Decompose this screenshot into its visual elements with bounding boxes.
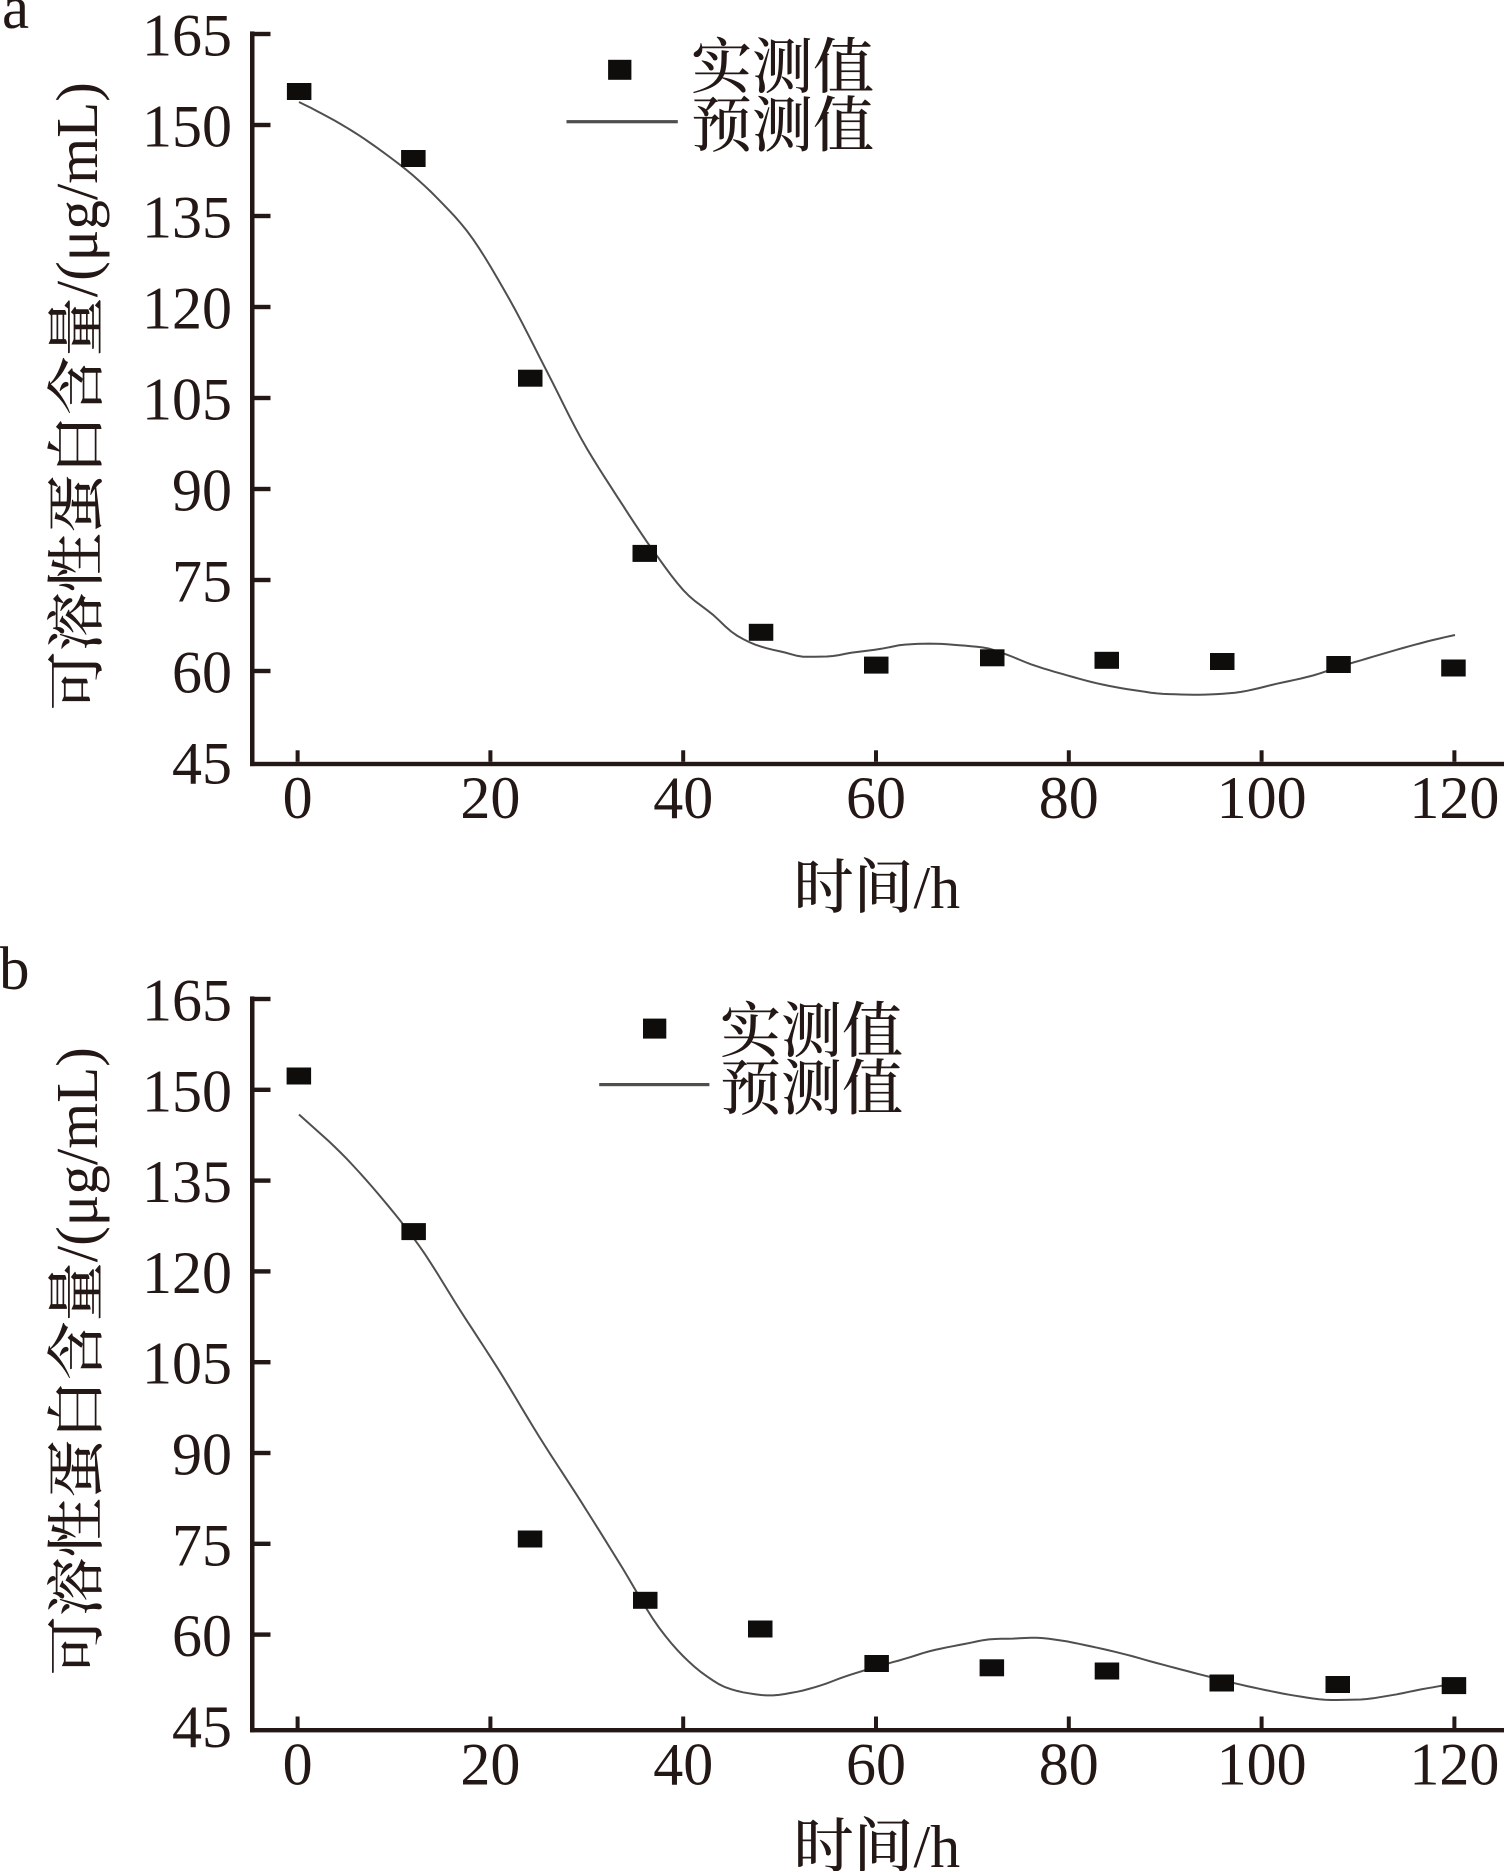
svg-text:75: 75 bbox=[172, 1512, 232, 1578]
svg-text:/h: /h bbox=[914, 855, 961, 921]
svg-text:60: 60 bbox=[846, 1732, 906, 1798]
svg-text:90: 90 bbox=[172, 458, 232, 524]
svg-text:105: 105 bbox=[142, 1331, 232, 1397]
svg-text:20: 20 bbox=[460, 765, 520, 831]
svg-text:120: 120 bbox=[1409, 765, 1499, 831]
svg-text:100: 100 bbox=[1217, 1732, 1307, 1798]
svg-text:150: 150 bbox=[142, 94, 232, 160]
svg-text:120: 120 bbox=[142, 1240, 232, 1306]
svg-text:105: 105 bbox=[142, 367, 232, 433]
svg-text:135: 135 bbox=[142, 185, 232, 251]
svg-text:165: 165 bbox=[142, 3, 232, 69]
svg-text:165: 165 bbox=[142, 968, 232, 1034]
svg-text:100: 100 bbox=[1217, 765, 1307, 831]
svg-text:90: 90 bbox=[172, 1422, 232, 1488]
svg-text:60: 60 bbox=[846, 765, 906, 831]
svg-text:40: 40 bbox=[653, 1732, 713, 1798]
svg-text:120: 120 bbox=[1409, 1732, 1499, 1798]
svg-text:45: 45 bbox=[172, 1694, 232, 1760]
svg-text:20: 20 bbox=[460, 1732, 520, 1798]
svg-text:135: 135 bbox=[142, 1149, 232, 1215]
svg-text:a: a bbox=[2, 0, 29, 42]
svg-text:80: 80 bbox=[1039, 765, 1099, 831]
svg-text:80: 80 bbox=[1039, 1732, 1099, 1798]
svg-text:b: b bbox=[0, 936, 30, 1003]
svg-text:60: 60 bbox=[172, 640, 232, 706]
svg-text:/h: /h bbox=[914, 1814, 961, 1871]
svg-text:75: 75 bbox=[172, 549, 232, 615]
svg-text:/(μg/mL): /(μg/mL) bbox=[44, 1047, 110, 1262]
svg-text:0: 0 bbox=[283, 1732, 313, 1798]
svg-text:45: 45 bbox=[172, 731, 232, 797]
svg-text:150: 150 bbox=[142, 1058, 232, 1124]
svg-text:120: 120 bbox=[142, 276, 232, 342]
svg-text:0: 0 bbox=[283, 765, 313, 831]
svg-text:40: 40 bbox=[653, 765, 713, 831]
svg-text:60: 60 bbox=[172, 1603, 232, 1669]
svg-text:/(μg/mL): /(μg/mL) bbox=[44, 82, 110, 297]
